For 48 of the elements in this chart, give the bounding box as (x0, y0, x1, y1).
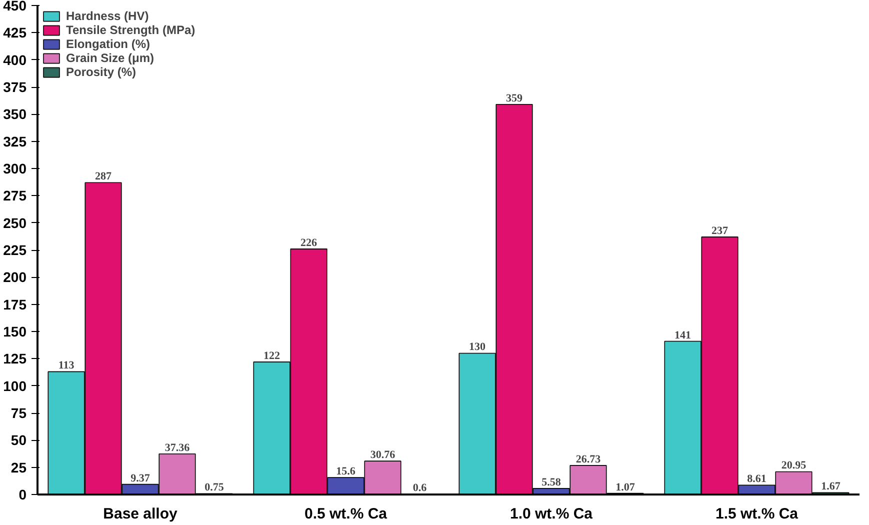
legend-label: Grain Size (μm) (66, 51, 154, 65)
data-label: 122 (264, 350, 281, 362)
data-label: 237 (712, 224, 729, 237)
legend-label: Tensile Strength (MPa) (66, 23, 196, 37)
y-tick-label: 150 (3, 324, 27, 340)
x-tick-label: 1.5 wt.% Ca (715, 506, 799, 522)
data-label: 5.58 (542, 476, 562, 488)
y-tick-label: 400 (3, 52, 27, 68)
y-tick-label: 175 (3, 296, 27, 312)
y-tick-label: 250 (3, 214, 27, 231)
y-tick-label: 200 (3, 269, 27, 286)
data-label: 359 (506, 92, 524, 104)
legend-label: Porosity (%) (66, 65, 136, 79)
y-tick-label: 225 (3, 242, 27, 258)
data-label: 226 (300, 236, 318, 249)
data-label: 9.37 (130, 472, 150, 484)
y-tick-label: 125 (3, 350, 27, 367)
legend-label: Hardness (HV) (66, 9, 149, 23)
x-tick-label: Base alloy (103, 506, 178, 522)
x-tick-label: 1.0 wt.% Ca (510, 506, 594, 522)
y-tick-label: 50 (10, 432, 27, 448)
y-tick-label: 0 (18, 486, 27, 502)
y-tick-label: 275 (3, 188, 27, 204)
data-label: 0.75 (204, 482, 224, 494)
data-label: 37.36 (164, 442, 190, 454)
y-tick-label: 375 (3, 79, 27, 95)
data-label: 30.76 (370, 449, 396, 462)
data-label: 1.07 (616, 481, 636, 494)
data-label: 1.67 (821, 480, 841, 493)
data-label: 141 (674, 329, 692, 342)
data-label: 26.73 (576, 453, 602, 466)
legend-label: Elongation (%) (66, 37, 150, 51)
data-label: 0.6 (412, 482, 428, 494)
data-label: 287 (95, 170, 112, 183)
data-label: 113 (58, 360, 75, 372)
y-tick-label: 350 (3, 106, 27, 122)
y-tick-label: 75 (10, 405, 27, 421)
data-label: 130 (469, 341, 486, 354)
data-label: 15.6 (336, 466, 356, 478)
y-tick-label: 100 (3, 378, 27, 394)
y-tick-label: 450 (3, 0, 27, 14)
y-tick-label: 25 (10, 459, 27, 476)
x-tick-label: 0.5 wt.% Ca (304, 506, 388, 522)
y-tick-label: 300 (3, 160, 27, 176)
y-tick-label: 325 (3, 133, 27, 150)
y-tick-label: 425 (3, 24, 27, 41)
data-label: 20.95 (781, 460, 807, 472)
data-label: 8.61 (747, 473, 766, 486)
